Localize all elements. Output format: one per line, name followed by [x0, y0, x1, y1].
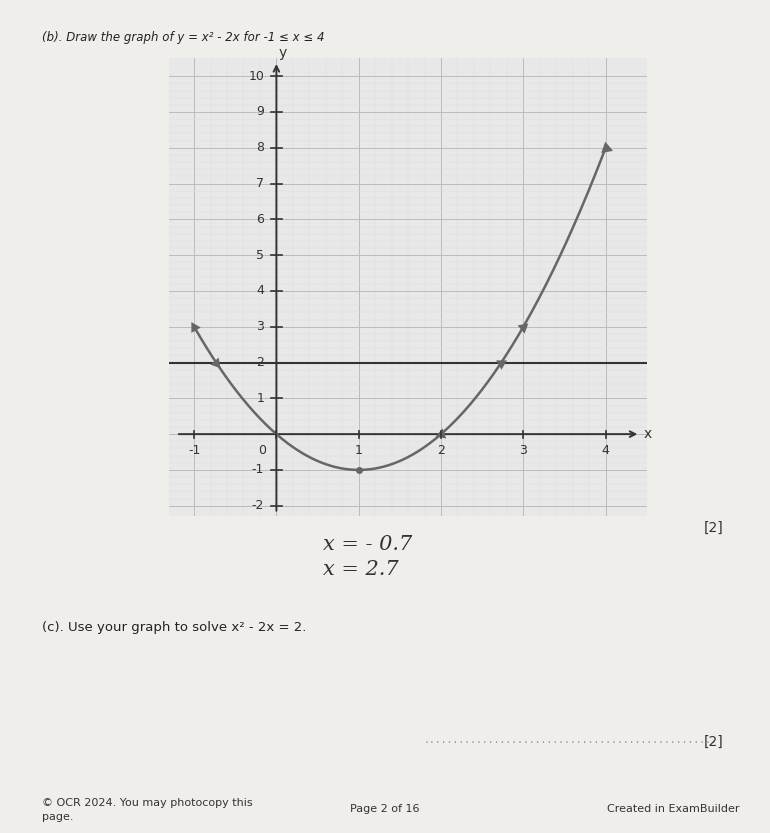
Text: Created in ExamBuilder: Created in ExamBuilder — [607, 804, 739, 814]
Text: y: y — [279, 47, 287, 61]
Text: 6: 6 — [256, 213, 264, 226]
Text: ..................................................: ........................................… — [424, 735, 717, 745]
Text: -2: -2 — [252, 499, 264, 512]
Text: x = 2.7: x = 2.7 — [323, 560, 399, 579]
Text: 7: 7 — [256, 177, 264, 190]
Text: 4: 4 — [601, 444, 610, 457]
Text: 2: 2 — [437, 444, 445, 457]
Text: x = - 0.7: x = - 0.7 — [323, 535, 413, 554]
Text: 9: 9 — [256, 106, 264, 118]
Text: 3: 3 — [520, 444, 527, 457]
Text: 8: 8 — [256, 142, 264, 154]
Text: 3: 3 — [256, 320, 264, 333]
Text: 4: 4 — [256, 284, 264, 297]
Text: (c). Use your graph to solve x² - 2x = 2.: (c). Use your graph to solve x² - 2x = 2… — [42, 621, 306, 634]
Text: -1: -1 — [188, 444, 200, 457]
Text: [2]: [2] — [704, 735, 724, 749]
Text: 1: 1 — [256, 392, 264, 405]
Text: 10: 10 — [248, 70, 264, 82]
Text: 5: 5 — [256, 249, 264, 262]
Text: 0: 0 — [259, 444, 266, 457]
Text: [2]: [2] — [704, 521, 724, 535]
Text: 2: 2 — [256, 356, 264, 369]
Text: © OCR 2024. You may photocopy this
page.: © OCR 2024. You may photocopy this page. — [42, 798, 253, 822]
Text: -1: -1 — [252, 463, 264, 476]
Text: (b). Draw the graph of y = x² - 2x for -1 ≤ x ≤ 4: (b). Draw the graph of y = x² - 2x for -… — [42, 31, 325, 44]
Text: 1: 1 — [355, 444, 363, 457]
Text: Page 2 of 16: Page 2 of 16 — [350, 804, 420, 814]
Text: x: x — [644, 427, 651, 441]
